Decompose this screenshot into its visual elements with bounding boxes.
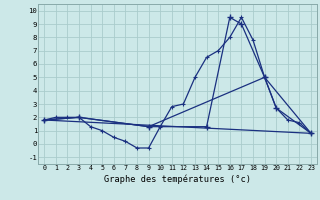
X-axis label: Graphe des températures (°c): Graphe des températures (°c)	[104, 174, 251, 184]
